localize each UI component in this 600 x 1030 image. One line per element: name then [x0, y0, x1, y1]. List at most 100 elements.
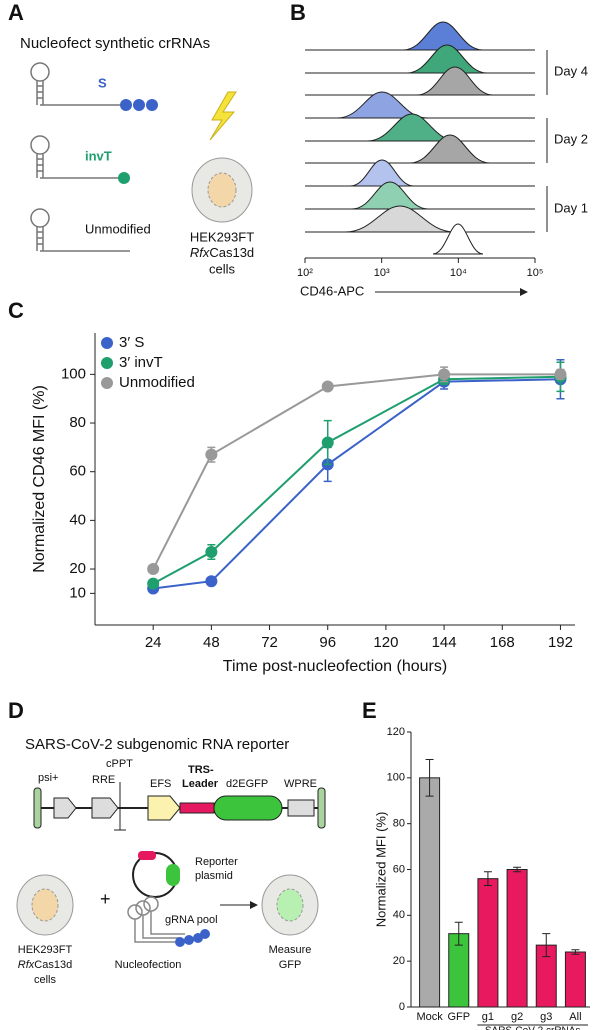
- legend-marker: [101, 357, 113, 369]
- plus: +: [100, 889, 111, 909]
- panel-label: A: [8, 0, 24, 25]
- element-label: d2EGFP: [226, 778, 268, 790]
- legend-label: 3′ S: [119, 334, 144, 351]
- cell-label: Cas13d: [34, 959, 72, 971]
- legend-marker: [101, 337, 113, 349]
- legend-label: Unmodified: [119, 374, 195, 391]
- crrna-icons: [30, 62, 130, 252]
- y-tick-label: 60: [393, 863, 405, 875]
- grna-mods: [175, 929, 210, 947]
- x-axis-label: Time post-nucleofection (hours): [223, 658, 447, 675]
- x-tick-label: 10²: [297, 267, 313, 279]
- x-tick-label: 192: [548, 634, 573, 651]
- x-tick-label: 24: [145, 634, 162, 651]
- data-point: [147, 577, 160, 590]
- error-bar: [513, 866, 522, 873]
- element-label: cPPT: [106, 758, 133, 770]
- data-point: [321, 436, 334, 449]
- error-bar: [542, 933, 551, 958]
- y-axis-label: Normalized MFI (%): [373, 812, 388, 928]
- modifications: [118, 99, 158, 184]
- cell-label: HEK293FT: [190, 229, 254, 244]
- nucleus-icon: [207, 172, 237, 208]
- cell-label: cells: [209, 261, 236, 276]
- panel-title: Nucleofect synthetic crRNAs: [20, 35, 210, 52]
- error-bar: [571, 949, 580, 955]
- y-tick-label: 100: [61, 365, 86, 382]
- plasmid-part: [138, 851, 156, 860]
- x-tick-label: 144: [432, 634, 457, 651]
- day-label: Day 4: [554, 63, 588, 78]
- bolt-icon: [209, 91, 237, 141]
- y-tick-label: 10: [69, 584, 86, 601]
- readout-label: GFP: [279, 959, 302, 971]
- x-tick-label: GFP: [447, 1011, 470, 1023]
- x-tick-label: 10⁴: [450, 267, 467, 279]
- mod-label: S: [98, 75, 107, 90]
- x-tick-label: g3: [540, 1011, 552, 1023]
- data-point: [205, 448, 218, 461]
- series-line: [152, 373, 561, 570]
- readout-label: Measure: [269, 944, 312, 956]
- data-point: [321, 380, 334, 393]
- data-point: [147, 563, 160, 576]
- element-label: EFS: [150, 778, 171, 790]
- mod-label: Unmodified: [85, 221, 151, 236]
- error-bar: [425, 759, 434, 797]
- panel-label: D: [8, 698, 24, 723]
- day-label: Day 1: [554, 200, 588, 215]
- y-tick-label: 20: [69, 560, 86, 577]
- ridge-axis: 10² 10³ 10⁴ 10⁵ CD46-APC: [297, 258, 543, 298]
- cell-label: HEK293FT: [18, 944, 73, 956]
- nucleus-icon: [31, 888, 59, 922]
- nucleus-icon: [276, 888, 304, 922]
- element-label: WPRE: [284, 778, 317, 790]
- x-tick-label: 96: [319, 634, 336, 651]
- y-tick-label: 80: [69, 414, 86, 431]
- bar: [419, 777, 441, 1008]
- cell-label: Rfx: [190, 245, 210, 260]
- y-axis-label: Normalized CD46 MFI (%): [31, 385, 48, 573]
- element-label: Leader: [182, 778, 219, 790]
- data-point: [438, 368, 451, 381]
- x-tick-label: 48: [203, 634, 220, 651]
- arrow-head: [520, 288, 528, 296]
- data-point: [205, 546, 218, 558]
- x-tick-label: 120: [373, 634, 398, 651]
- legend-marker: [101, 377, 113, 389]
- plasmid-label: Reporter: [195, 856, 238, 868]
- x-tick-label: Mock: [416, 1011, 443, 1023]
- y-tick-label: 0: [399, 1001, 405, 1013]
- plasmid-label: plasmid: [195, 870, 233, 882]
- pool-label: gRNA pool: [165, 914, 218, 926]
- x-tick-label: 10⁵: [527, 267, 544, 279]
- y-tick-label: 120: [387, 726, 405, 738]
- x-tick-label: g1: [482, 1011, 494, 1023]
- panel-title: SARS-CoV-2 subgenomic RNA reporter: [25, 736, 289, 753]
- x-tick-label: g2: [511, 1011, 523, 1023]
- line-chart: 10 20 40 60 80 100 24 48 72 96 120 144 168 192 Time po…: [31, 333, 575, 675]
- cell-label: Rfx: [18, 959, 35, 971]
- x-tick-label: 168: [490, 634, 515, 651]
- cell-label: RfxCas13d: [18, 959, 72, 971]
- bar: [506, 869, 528, 1008]
- error-bar: [454, 921, 463, 946]
- x-axis-label: CD46-APC: [300, 283, 364, 298]
- element-label: RRE: [92, 774, 115, 786]
- plasmid-part: [166, 864, 180, 886]
- element-label: psi+: [38, 772, 59, 784]
- legend-label: 3′ invT: [119, 354, 163, 371]
- y-tick-label: 20: [393, 955, 405, 967]
- panel-label: E: [362, 698, 377, 723]
- y-tick-label: 40: [393, 909, 405, 921]
- data-point: [205, 575, 218, 588]
- cell-label: cells: [34, 974, 57, 986]
- bar: [477, 878, 499, 1008]
- arrow-head: [250, 901, 258, 909]
- y-tick-label: 60: [69, 463, 86, 480]
- y-tick-label: 100: [387, 772, 405, 784]
- error-bar: [483, 871, 492, 887]
- mod-label: invT: [85, 148, 112, 163]
- panel-label: B: [290, 0, 306, 25]
